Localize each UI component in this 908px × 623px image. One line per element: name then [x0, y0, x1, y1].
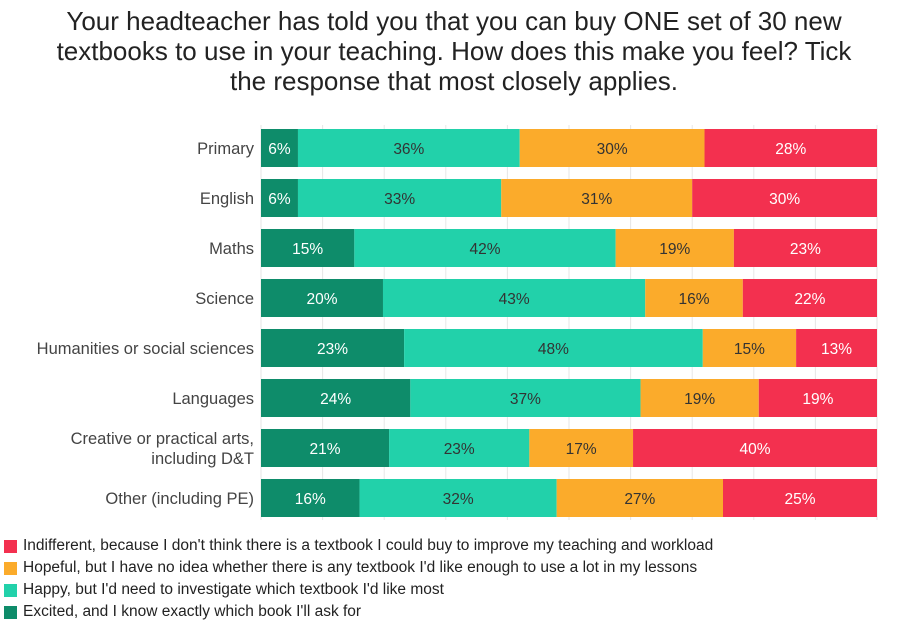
category-label-line: Languages: [172, 390, 254, 408]
bar-happy-languages: [410, 379, 641, 417]
bar-happy-humanities-or-social-sciences: [404, 329, 703, 367]
data-label-excited-humanities-or-social-sciences: 23%: [317, 341, 348, 358]
bar-excited-other-including-pe: [261, 479, 360, 517]
category-label-line: Humanities or social sciences: [37, 340, 254, 358]
bar-happy-primary: [297, 129, 520, 167]
bar-excited-english: [261, 179, 298, 217]
bar-hopeful-science: [645, 279, 743, 317]
legend-item-happy[interactable]: Happy, but I'd need to investigate which…: [4, 579, 713, 601]
bar-hopeful-primary: [519, 129, 705, 167]
title-line-1: Your headteacher has told you that you c…: [66, 6, 842, 36]
data-label-excited-english: 6%: [268, 191, 291, 208]
data-label-excited-maths: 15%: [292, 241, 323, 258]
legend-swatch-excited: [4, 605, 17, 619]
data-label-happy-languages: 37%: [510, 391, 541, 408]
category-label-maths: Maths: [209, 240, 254, 258]
category-label-science: Science: [195, 290, 254, 308]
bar-excited-languages: [261, 379, 411, 417]
data-label-happy-primary: 36%: [393, 141, 424, 158]
legend-swatch-happy: [4, 583, 17, 597]
bar-excited-science: [261, 279, 383, 317]
data-label-indifferent-other-including-pe: 25%: [784, 491, 815, 508]
category-label-languages: Languages: [172, 390, 254, 408]
data-label-hopeful-creative-or-practical-arts-including-d-t: 17%: [566, 441, 597, 458]
legend-swatch-indifferent: [4, 539, 17, 553]
category-label-line: English: [200, 190, 254, 208]
bar-indifferent-languages: [758, 379, 877, 417]
data-label-excited-science: 20%: [306, 291, 337, 308]
category-label-english: English: [200, 190, 254, 208]
data-label-happy-english: 33%: [384, 191, 415, 208]
category-label-line: including D&T: [151, 450, 254, 468]
data-label-indifferent-languages: 19%: [802, 391, 833, 408]
data-label-hopeful-primary: 30%: [597, 141, 628, 158]
data-label-indifferent-primary: 28%: [775, 141, 806, 158]
data-label-happy-maths: 42%: [469, 241, 500, 258]
bar-excited-primary: [261, 129, 298, 167]
bar-happy-creative-or-practical-arts-including-d-t: [389, 429, 530, 467]
bar-indifferent-other-including-pe: [723, 479, 877, 517]
bar-happy-science: [382, 279, 646, 317]
legend-label-happy: Happy, but I'd need to investigate which…: [23, 581, 444, 598]
legend: Indifferent, because I don't think there…: [4, 535, 713, 623]
bar-indifferent-science: [742, 279, 877, 317]
category-label-other-including-pe: Other (including PE): [105, 490, 254, 508]
data-label-indifferent-creative-or-practical-arts-including-d-t: 40%: [740, 441, 771, 458]
bar-happy-maths: [354, 229, 616, 267]
chart-title: Your headteacher has told you that you c…: [0, 6, 908, 96]
legend-swatch-hopeful: [4, 561, 17, 575]
stacked-bar-chart: Primary 6% 36% 30% 28% English 6% 33% 31% 30% Math…: [37, 125, 878, 520]
title-line-2: textbooks to use in your teaching. How d…: [56, 36, 852, 66]
data-label-excited-languages: 24%: [320, 391, 351, 408]
data-label-excited-primary: 6%: [268, 141, 291, 158]
bar-excited-humanities-or-social-sciences: [261, 329, 405, 367]
category-label-line: Creative or practical arts,: [71, 430, 254, 448]
legend-label-excited: Excited, and I know exactly which book I…: [23, 603, 362, 620]
bar-hopeful-english: [501, 179, 693, 217]
data-label-hopeful-languages: 19%: [684, 391, 715, 408]
data-label-happy-humanities-or-social-sciences: 48%: [538, 341, 569, 358]
data-label-indifferent-science: 22%: [794, 291, 825, 308]
data-label-indifferent-english: 30%: [769, 191, 800, 208]
legend-item-hopeful[interactable]: Hopeful, but I have no idea whether ther…: [4, 557, 713, 579]
data-label-hopeful-humanities-or-social-sciences: 15%: [734, 341, 765, 358]
bar-hopeful-languages: [640, 379, 759, 417]
data-label-hopeful-science: 16%: [679, 291, 710, 308]
legend-label-hopeful: Hopeful, but I have no idea whether ther…: [23, 559, 698, 576]
data-label-happy-science: 43%: [499, 291, 530, 308]
data-label-indifferent-maths: 23%: [790, 241, 821, 258]
data-label-happy-other-including-pe: 32%: [443, 491, 474, 508]
data-label-happy-creative-or-practical-arts-including-d-t: 23%: [444, 441, 475, 458]
bar-indifferent-english: [692, 179, 877, 217]
bar-excited-maths: [261, 229, 355, 267]
bar-happy-other-including-pe: [359, 479, 557, 517]
bar-hopeful-other-including-pe: [556, 479, 723, 517]
category-label-creative-or-practical-arts-including-d-t: Creative or practical arts, including D&T: [71, 430, 254, 468]
data-label-hopeful-english: 31%: [581, 191, 612, 208]
category-label-primary: Primary: [197, 140, 255, 158]
data-label-indifferent-humanities-or-social-sciences: 13%: [821, 341, 852, 358]
bar-indifferent-humanities-or-social-sciences: [796, 329, 877, 367]
bar-indifferent-maths: [733, 229, 877, 267]
legend-item-excited[interactable]: Excited, and I know exactly which book I…: [4, 601, 713, 623]
bar-excited-creative-or-practical-arts-including-d-t: [261, 429, 390, 467]
category-label-line: Maths: [209, 240, 254, 258]
bar-hopeful-humanities-or-social-sciences: [702, 329, 797, 367]
data-label-excited-other-including-pe: 16%: [295, 491, 326, 508]
bar-hopeful-maths: [615, 229, 734, 267]
category-label-line: Other (including PE): [105, 490, 254, 508]
category-label-line: Science: [195, 290, 254, 308]
bar-indifferent-creative-or-practical-arts-including-d-t: [633, 429, 877, 467]
legend-label-indifferent: Indifferent, because I don't think there…: [23, 537, 714, 554]
legend-item-indifferent[interactable]: Indifferent, because I don't think there…: [4, 535, 713, 557]
data-label-excited-creative-or-practical-arts-including-d-t: 21%: [310, 441, 341, 458]
bar-hopeful-creative-or-practical-arts-including-d-t: [529, 429, 634, 467]
bar-indifferent-primary: [704, 129, 877, 167]
category-label-line: Primary: [197, 140, 255, 158]
title-line-3: the response that most closely applies.: [229, 66, 679, 96]
data-label-hopeful-maths: 19%: [659, 241, 690, 258]
category-label-humanities-or-social-sciences: Humanities or social sciences: [37, 340, 254, 358]
data-label-hopeful-other-including-pe: 27%: [624, 491, 655, 508]
bar-happy-english: [297, 179, 502, 217]
